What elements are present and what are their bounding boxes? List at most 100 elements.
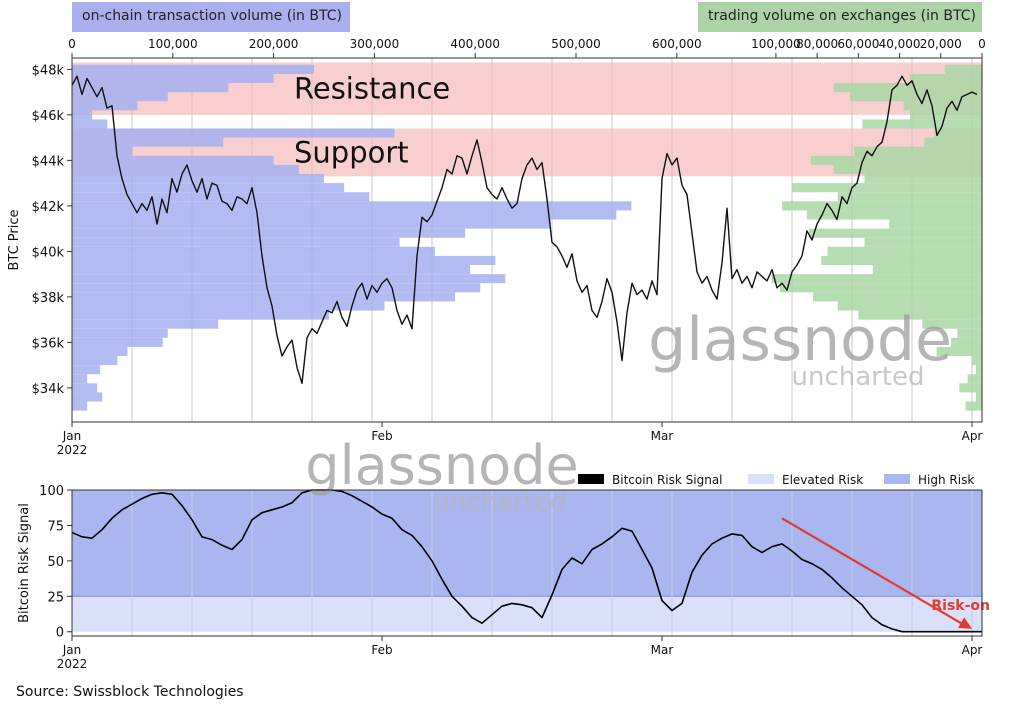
- legend-label: Bitcoin Risk Signal: [612, 473, 723, 487]
- legend-label: Elevated Risk: [782, 473, 863, 487]
- risk-x-tick-label: Jan: [62, 643, 82, 657]
- onchain-volume-bar: [72, 365, 101, 375]
- onchain-volume-bar: [72, 265, 471, 275]
- exchange-volume-bar: [971, 356, 982, 366]
- watermark-brand: glassnode: [648, 305, 952, 375]
- y-tick-label: $46k: [32, 109, 65, 124]
- top-tick-label-left: 600,000: [652, 37, 702, 51]
- onchain-volume-bar: [72, 128, 395, 138]
- top-tick-label-right: 100,000: [751, 37, 801, 51]
- risk-y-tick-label: 50: [47, 555, 64, 570]
- risk-band: [72, 490, 982, 597]
- onchain-volume-bar: [72, 64, 314, 74]
- price-axis-label: BTC Price: [7, 209, 22, 270]
- onchain-volume-bar: [72, 92, 168, 102]
- exchange-volume-bar: [909, 110, 982, 120]
- exchange-volume-bar: [862, 119, 982, 129]
- watermark-brand: glassnode: [305, 434, 578, 497]
- exchange-volume-bar: [944, 64, 982, 74]
- exchange-volume-bar: [924, 137, 982, 147]
- exchange-volume-bar: [771, 274, 982, 284]
- onchain-volume-bar: [72, 337, 163, 347]
- exchange-volume-bar: [782, 201, 982, 211]
- onchain-volume-bar: [72, 155, 274, 165]
- risk-y-tick-label: 100: [39, 484, 64, 499]
- risk-band: [72, 596, 982, 632]
- exchange-volume-bar: [837, 192, 982, 202]
- x-tick-label: Feb: [371, 429, 392, 443]
- exchange-volume-bar: [833, 83, 982, 93]
- onchain-volume-bar: [72, 346, 128, 357]
- exchange-volume-bar: [975, 365, 982, 375]
- exchange-volume-bar: [889, 219, 982, 229]
- onchain-volume-bar: [72, 319, 219, 329]
- top-tick-label-left: 500,000: [551, 37, 601, 51]
- risk-frame: [71, 489, 983, 637]
- price-frame: [71, 57, 983, 423]
- onchain-volume-bar: [72, 174, 324, 184]
- risk-x-tick-label: Apr: [962, 643, 983, 657]
- onchain-volume-bar: [72, 210, 617, 220]
- onchain-volume-bar: [72, 146, 133, 156]
- legend-label: High Risk: [918, 473, 974, 487]
- exchange-volume-bar: [821, 255, 982, 266]
- exchange-volume-bar: [806, 210, 982, 220]
- risk-y-tick-label: 75: [47, 519, 64, 534]
- exchange-volume-bar: [959, 383, 982, 393]
- exchange-volume-label: trading volume on exchanges (in BTC): [698, 2, 982, 32]
- risk-x-tick-label: Mar: [651, 643, 674, 657]
- exchange-volume-bar: [780, 283, 982, 293]
- x-tick-label: Apr: [962, 429, 983, 443]
- risk-x-tick-sublabel: 2022: [57, 657, 88, 671]
- exchange-volume-bar: [864, 174, 982, 184]
- top-tick-label-right: 80,000: [796, 37, 838, 51]
- risk-on-label: Risk-on: [931, 598, 990, 614]
- onchain-volume-bar: [72, 310, 330, 320]
- risk-on-arrow: [781, 517, 965, 626]
- top-tick-label-left: 400,000: [450, 37, 500, 51]
- onchain-volume-bar: [72, 255, 496, 266]
- top-tick-label-right: 60,000: [837, 37, 879, 51]
- onchain-volume-bar: [72, 228, 466, 238]
- onchain-volume-bar: [72, 219, 551, 229]
- y-tick-label: $42k: [32, 200, 65, 215]
- onchain-volume-bar: [72, 101, 138, 111]
- y-tick-label: $48k: [32, 63, 65, 78]
- onchain-volume-bar: [72, 374, 88, 384]
- onchain-volume-bar: [72, 328, 168, 338]
- exchange-volume-bar: [837, 301, 982, 311]
- x-tick-label: Mar: [651, 429, 674, 443]
- onchain-volume-label: on-chain transaction volume (in BTC): [72, 2, 350, 32]
- exchange-volume-bar: [833, 164, 982, 175]
- exchange-volume-bar: [813, 292, 982, 302]
- top-tick-label-left: 300,000: [350, 37, 400, 51]
- legend-swatch: [578, 474, 604, 484]
- onchain-volume-bar: [72, 201, 632, 211]
- exchange-volume-bar: [936, 346, 982, 357]
- y-tick-label: $40k: [32, 245, 65, 260]
- risk-axis-label: Bitcoin Risk Signal: [17, 503, 32, 623]
- exchange-volume-bar: [808, 228, 982, 238]
- y-tick-label: $36k: [32, 336, 65, 351]
- risk-y-tick-label: 25: [47, 590, 64, 605]
- top-tick-label-right: 20,000: [920, 37, 962, 51]
- zone-label: Support: [294, 135, 409, 169]
- btc-price-line: [71, 75, 978, 384]
- watermark-sub: uncharted: [433, 487, 566, 517]
- risk-signal-line: [71, 489, 982, 633]
- exchange-volume-bar: [864, 237, 982, 247]
- exchange-volume-bar: [965, 401, 982, 411]
- onchain-volume-bar: [72, 301, 385, 311]
- exchange-volume-bar: [975, 392, 982, 402]
- risk-x-tick-label: Feb: [371, 643, 392, 657]
- onchain-volume-bar: [72, 83, 229, 93]
- top-tick-label-right: 0: [978, 37, 986, 51]
- y-tick-label: $34k: [32, 382, 65, 397]
- onchain-volume-bar: [72, 73, 274, 84]
- onchain-volume-bar: [72, 110, 93, 120]
- exchange-volume-bar: [934, 128, 982, 138]
- exchange-volume-bar: [922, 319, 982, 329]
- onchain-volume-bar: [72, 237, 400, 247]
- onchain-volume-bar: [72, 292, 456, 302]
